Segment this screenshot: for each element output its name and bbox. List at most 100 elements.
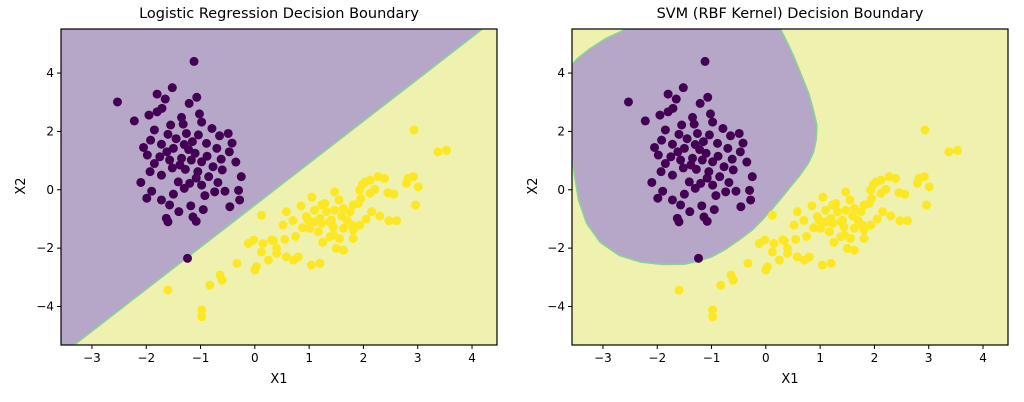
scatter-point-class1 <box>288 215 298 225</box>
scatter-point-class0 <box>234 185 244 195</box>
scatter-point-class1 <box>774 255 784 265</box>
scatter-point-class0 <box>112 97 122 107</box>
scatter-point-class1 <box>828 200 838 210</box>
scatter-point-class1 <box>816 223 826 233</box>
scatter-point-class0 <box>704 167 714 177</box>
scatter-point-class1 <box>761 265 771 275</box>
scatter-point-class0 <box>700 56 710 66</box>
scatter-point-class1 <box>767 247 777 257</box>
x-tick-label: 4 <box>468 351 476 365</box>
scatter-point-class1 <box>330 205 340 215</box>
scatter-point-class1 <box>792 252 802 262</box>
decision-boundary-curve <box>572 29 818 266</box>
scatter-point-class0 <box>149 159 159 169</box>
scatter-point-class0 <box>129 116 139 126</box>
scatter-point-class0 <box>168 189 178 199</box>
scatter-point-class0 <box>167 163 177 173</box>
scatter-point-class0 <box>655 110 665 120</box>
scatter-point-class0 <box>663 89 673 99</box>
scatter-point-class1 <box>924 182 934 192</box>
scatter-point-class0 <box>734 128 744 138</box>
scatter-point-class0 <box>736 202 746 212</box>
scatter-point-class0 <box>640 116 650 126</box>
scatter-point-class0 <box>689 119 699 129</box>
y-tick-label: −4 <box>547 299 565 313</box>
scatter-point-class1 <box>355 220 365 230</box>
scatter-point-class0 <box>660 159 670 169</box>
x-tick-label: 0 <box>251 351 259 365</box>
scatter-point-class0 <box>685 207 695 217</box>
scatter-point-class1 <box>841 205 851 215</box>
scatter-point-class1 <box>708 312 718 322</box>
scatter-point-class1 <box>802 231 812 241</box>
scatter-point-class1 <box>866 185 876 195</box>
scatter-point-class1 <box>807 201 817 211</box>
scatter-point-class0 <box>193 130 203 140</box>
scatter-point-class0 <box>197 180 207 190</box>
scatter-point-class1 <box>716 280 726 290</box>
x-tick-label: −1 <box>192 351 210 365</box>
scatter-point-class1 <box>197 312 207 322</box>
scatter-point-class1 <box>837 215 847 225</box>
scatter-point-class1 <box>317 200 327 210</box>
scatter-point-class1 <box>330 187 340 197</box>
x-tick-label: −1 <box>703 351 721 365</box>
scatter-point-class0 <box>698 137 708 147</box>
scatter-point-class0 <box>727 154 737 164</box>
scatter-point-class0 <box>177 153 187 163</box>
scatter-point-class0 <box>136 177 146 187</box>
scatter-point-class0 <box>713 151 723 161</box>
scatter-point-class1 <box>272 248 282 258</box>
scatter-point-class0 <box>682 134 692 144</box>
scatter-point-class0 <box>202 151 212 161</box>
scatter-point-class1 <box>356 194 366 204</box>
scatter-point-class0 <box>156 139 166 149</box>
scatter-point-class1 <box>829 237 839 247</box>
scatter-point-class0 <box>738 138 748 148</box>
scatter-point-class1 <box>824 227 834 237</box>
scatter-point-class1 <box>205 280 215 290</box>
scatter-point-class0 <box>181 128 191 138</box>
scatter-point-class1 <box>866 220 876 230</box>
scatter-point-class0 <box>666 152 676 162</box>
scatter-point-class0 <box>197 157 207 167</box>
scatter-point-class0 <box>709 205 719 215</box>
scatter-point-class1 <box>329 230 339 240</box>
scatter-point-class1 <box>305 223 315 233</box>
x-tick-label: 3 <box>414 351 422 365</box>
scatter-point-class1 <box>859 233 869 243</box>
scatter-point-class0 <box>157 103 167 113</box>
scatter-point-class0 <box>713 138 723 148</box>
scatter-point-class0 <box>731 186 741 196</box>
scatter-point-class1 <box>280 234 290 244</box>
scatter-point-class1 <box>859 200 869 210</box>
scatter-point-class1 <box>307 192 317 202</box>
logistic-regression-plot-canvas: −3 −2 −1 0 1 2 3 4 −4 −2 0 2 4 <box>36 28 498 365</box>
scatter-point-class1 <box>256 247 266 257</box>
scatter-point-class0 <box>167 83 177 93</box>
scatter-point-class1 <box>791 234 801 244</box>
plot-area <box>61 29 497 345</box>
scatter-point-class1 <box>298 223 308 233</box>
scatter-point-class0 <box>178 119 188 129</box>
scatter-point-class1 <box>872 214 882 224</box>
scatter-point-class1 <box>310 205 320 215</box>
scatter-point-class0 <box>223 128 233 138</box>
scatter-point-class1 <box>409 125 419 135</box>
scatter-point-class0 <box>210 187 220 197</box>
scatter-point-class0 <box>184 145 194 155</box>
scatter-point-class0 <box>660 125 670 135</box>
y-axis-label-svm: X2 <box>526 177 541 195</box>
scatter-point-class0 <box>202 138 212 148</box>
scatter-point-class0 <box>695 145 705 155</box>
scatter-point-class0 <box>235 195 245 205</box>
scatter-point-class0 <box>177 112 187 122</box>
scatter-point-class0 <box>186 155 196 165</box>
scatter-point-class0 <box>688 112 698 122</box>
scatter-point-class0 <box>684 177 694 187</box>
scatter-point-class1 <box>163 285 173 295</box>
scatter-point-class0 <box>187 137 197 147</box>
scatter-point-class1 <box>367 207 377 217</box>
scatter-point-class0 <box>194 109 204 119</box>
decision-boundary-line <box>73 29 483 345</box>
